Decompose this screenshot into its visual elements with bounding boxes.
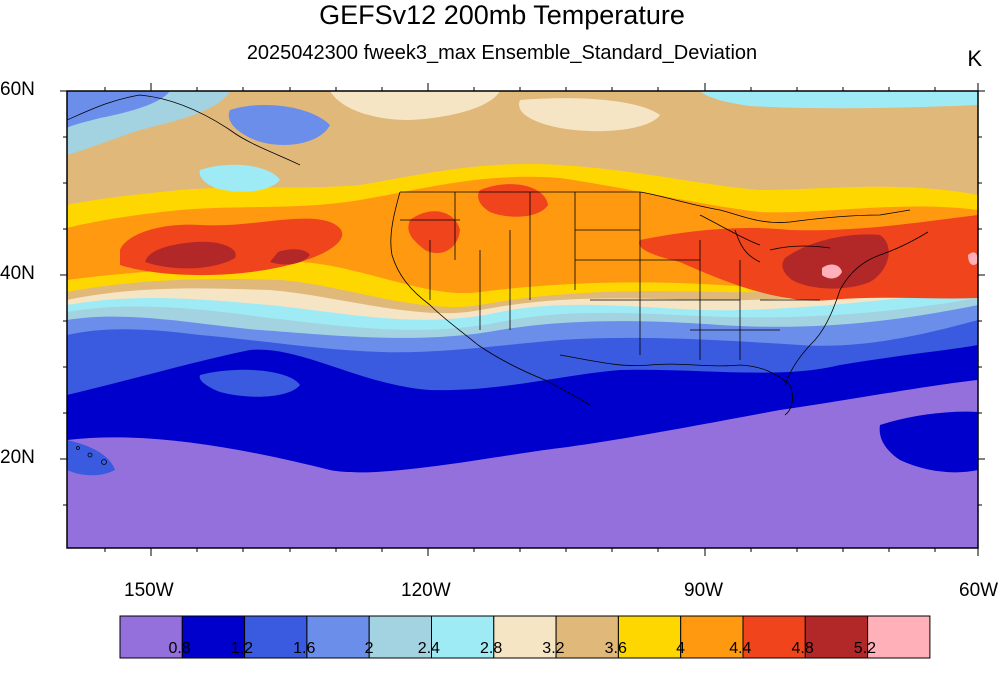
map-frame xyxy=(66,90,979,549)
lon-label-150w: 150W xyxy=(124,580,174,601)
colorbar-label: 5.2 xyxy=(853,640,877,657)
units-label: K xyxy=(967,46,982,71)
colorbar-label: 3.2 xyxy=(542,640,565,657)
lon-label-120w: 120W xyxy=(401,580,451,601)
map-title: GEFSv12 200mb Temperature xyxy=(319,0,685,30)
lon-label-60w: 60W xyxy=(959,580,999,601)
colorbar-swatch xyxy=(742,615,806,659)
colorbar-swatch xyxy=(306,615,370,659)
lat-label-60n: 60N xyxy=(0,79,35,100)
lat-label-40n: 40N xyxy=(0,263,35,284)
colorbar-swatch xyxy=(867,615,931,659)
lat-ticks xyxy=(60,90,985,506)
colorbar-label: 2.4 xyxy=(417,640,440,657)
colorbar-label: 4 xyxy=(676,640,685,657)
colorbar-label: 3.6 xyxy=(604,640,627,657)
temperature-field xyxy=(67,91,978,548)
colorbar-swatch xyxy=(555,615,619,659)
colorbar-label: 4.4 xyxy=(729,640,752,657)
map-subtitle: 2025042300 fweek3_max Ensemble_Standard_… xyxy=(246,42,758,64)
colorbar-swatch xyxy=(617,615,682,659)
lon-label-90w: 90W xyxy=(684,580,724,601)
colorbar-swatch xyxy=(368,615,433,659)
colorbar-label: 0.8 xyxy=(168,640,191,657)
colorbar xyxy=(119,615,931,659)
colorbar-label: 1.6 xyxy=(293,640,316,657)
coastlines xyxy=(67,94,929,465)
colorbar-label: 2 xyxy=(364,640,374,657)
colorbar-swatch xyxy=(493,615,557,659)
colorbar-label: 4.8 xyxy=(791,640,814,657)
lon-ticks xyxy=(104,83,979,556)
lat-label-20n: 20N xyxy=(0,447,35,468)
colorbar-label: 2.8 xyxy=(480,640,503,657)
colorbar-label: 1.2 xyxy=(230,640,254,657)
colorbar-swatch xyxy=(244,615,308,659)
colorbar-swatch xyxy=(119,615,183,659)
